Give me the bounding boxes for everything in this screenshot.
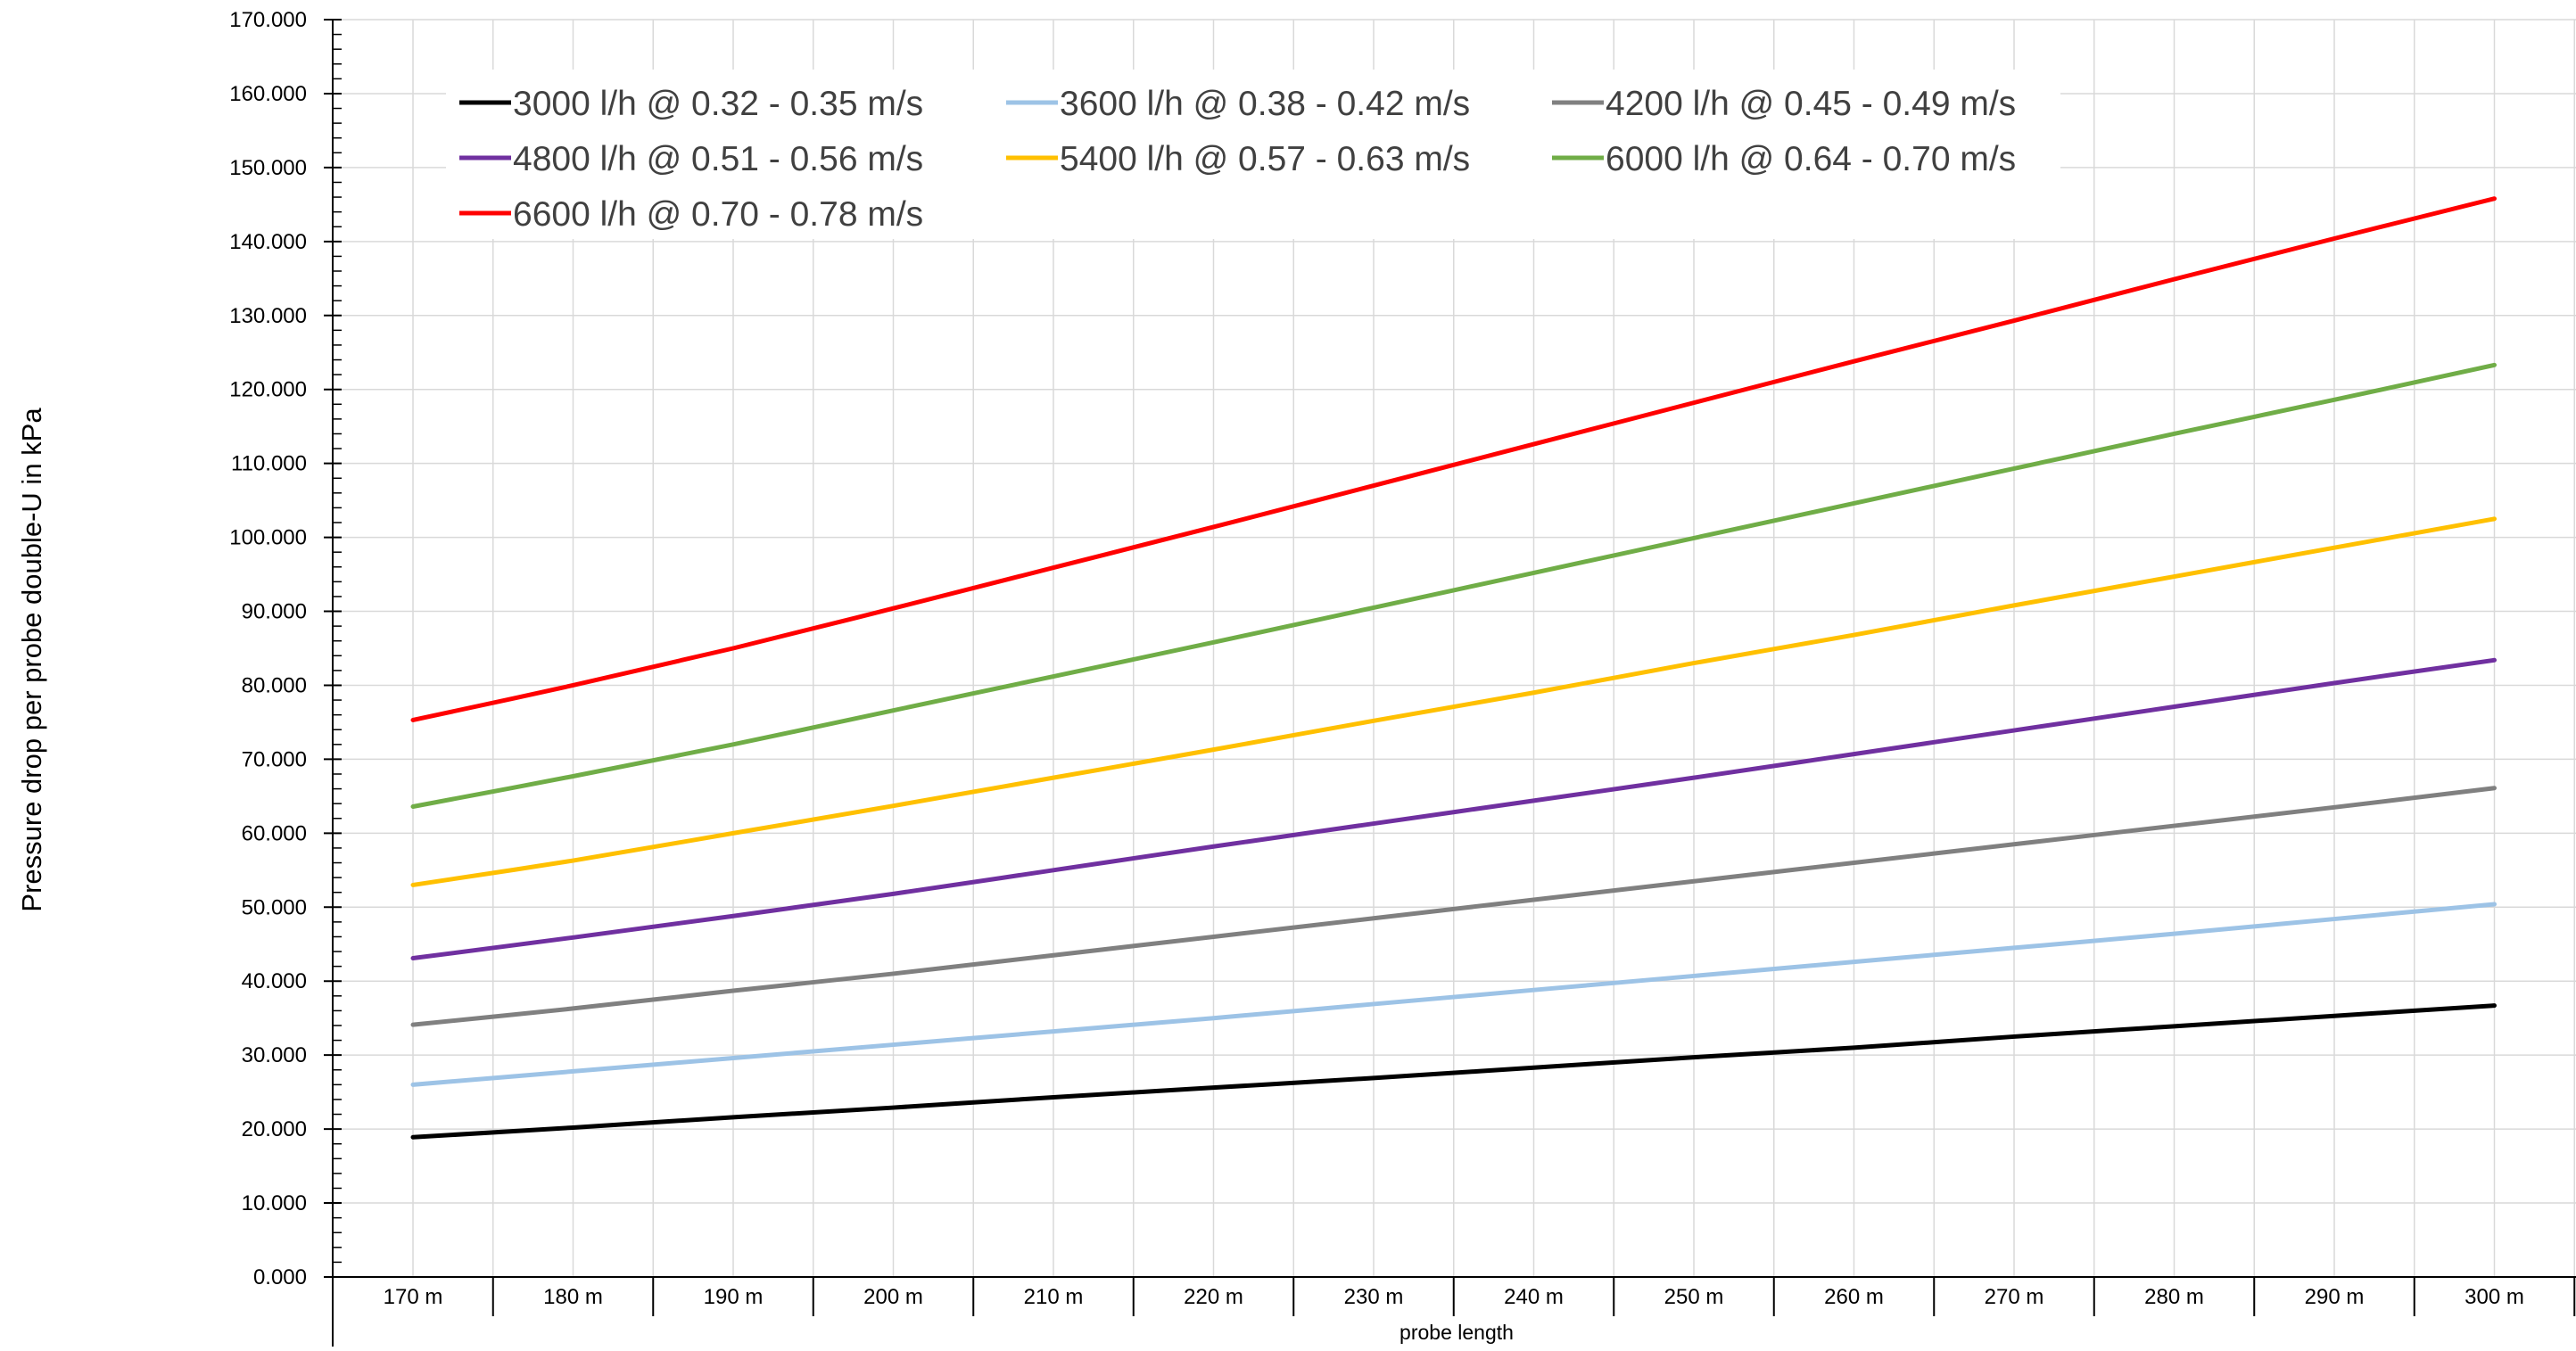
series-line	[410, 902, 2497, 1087]
series-lines	[410, 196, 2497, 1140]
y-tick-label: 140.000	[229, 230, 307, 254]
y-tick-label: 60.000	[242, 821, 307, 845]
x-axis-title: probe length	[1399, 1321, 1514, 1344]
y-tick-label: 110.000	[231, 452, 307, 476]
y-tick-label: 10.000	[242, 1191, 307, 1215]
x-tick-label: 170 m	[384, 1285, 443, 1309]
legend-label: 4800 l/h @ 0.51 - 0.56 m/s	[513, 140, 923, 178]
y-tick-label: 40.000	[242, 969, 307, 993]
x-tick-label: 190 m	[704, 1285, 764, 1309]
x-tick-label: 300 m	[2465, 1285, 2524, 1309]
y-tick-label: 90.000	[242, 600, 307, 624]
x-tick-label: 200 m	[863, 1285, 923, 1309]
series-line	[410, 362, 2497, 809]
y-tick-label: 100.000	[229, 526, 307, 550]
legend-label: 3600 l/h @ 0.38 - 0.42 m/s	[1060, 85, 1470, 123]
x-tick-label: 180 m	[543, 1285, 603, 1309]
x-tick-label: 230 m	[1344, 1285, 1404, 1309]
series-line	[410, 196, 2497, 722]
y-tick-label: 30.000	[242, 1043, 307, 1067]
series-line	[410, 786, 2497, 1027]
y-tick-label: 0.000	[253, 1265, 307, 1289]
x-tick-label: 290 m	[2305, 1285, 2365, 1309]
x-tick-label: 270 m	[1985, 1285, 2044, 1309]
legend-label: 3000 l/h @ 0.32 - 0.35 m/s	[513, 85, 923, 123]
series-line	[410, 657, 2497, 961]
series-line	[410, 516, 2497, 887]
y-tick-label: 120.000	[229, 378, 307, 402]
x-tick-label: 260 m	[1824, 1285, 1884, 1309]
legend: 3000 l/h @ 0.32 - 0.35 m/s 3600 l/h @ 0.3…	[446, 70, 2060, 239]
y-tick-label: 20.000	[242, 1117, 307, 1141]
axes: 0.000 10.000 20.000 30.000 40.000 50.000 60.00…	[229, 8, 2576, 1347]
series-line	[410, 1003, 2497, 1140]
y-tick-label: 160.000	[229, 82, 307, 106]
y-tick-label: 80.000	[242, 673, 307, 697]
y-tick-label: 170.000	[229, 8, 307, 32]
legend-label: 5400 l/h @ 0.57 - 0.63 m/s	[1060, 140, 1470, 178]
x-tick-label: 240 m	[1504, 1285, 1564, 1309]
x-tick-label: 220 m	[1184, 1285, 1243, 1309]
gridlines	[333, 19, 2576, 1277]
y-tick-label: 50.000	[242, 895, 307, 919]
legend-label: 6000 l/h @ 0.64 - 0.70 m/s	[1606, 140, 2016, 178]
y-axis-title: Pressure drop per probe double-U in kPa	[16, 408, 47, 912]
x-tick-label: 280 m	[2144, 1285, 2204, 1309]
x-tick-label: 210 m	[1024, 1285, 1084, 1309]
x-tick-label: 250 m	[1664, 1285, 1724, 1309]
y-tick-label: 150.000	[229, 156, 307, 180]
legend-label: 4200 l/h @ 0.45 - 0.49 m/s	[1606, 85, 2016, 123]
y-tick-label: 70.000	[242, 747, 307, 771]
legend-background	[446, 70, 2060, 239]
y-tick-label: 130.000	[229, 304, 307, 328]
legend-label: 6600 l/h @ 0.70 - 0.78 m/s	[513, 195, 923, 234]
